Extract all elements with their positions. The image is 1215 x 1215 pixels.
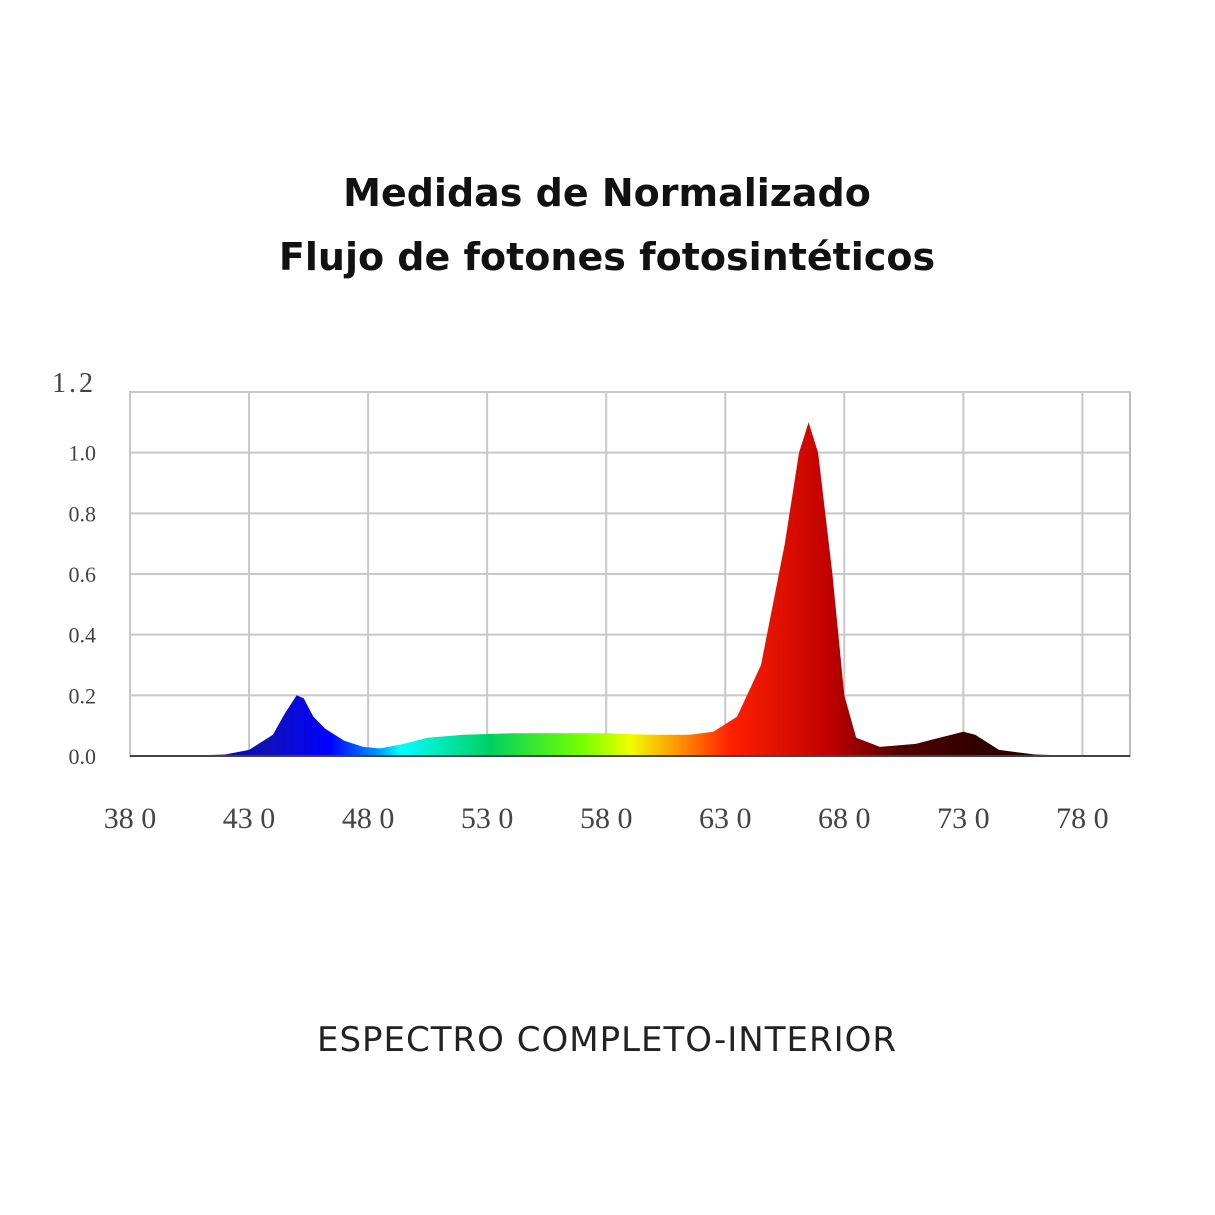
y-tick-label: 0.6: [69, 562, 97, 587]
y-tick-label: 0.4: [69, 623, 97, 648]
x-tick-label: 58 0: [580, 802, 633, 835]
y-tick-label: 1.0: [69, 441, 97, 466]
x-tick-label: 43 0: [223, 802, 276, 835]
y-tick-label: 1.2: [52, 368, 96, 399]
chart-title: Flujo de fotones fotosintéticos: [279, 235, 935, 279]
y-tick-label: 0.8: [69, 501, 97, 526]
y-tick-label: 0.2: [69, 683, 97, 708]
x-tick-label: 73 0: [937, 802, 990, 835]
x-tick-label: 53 0: [461, 802, 514, 835]
x-tick-label: 48 0: [342, 802, 395, 835]
spectrum-area: [130, 422, 1130, 756]
chart-title: Medidas de Normalizado: [343, 171, 871, 215]
x-tick-label: 38 0: [104, 802, 157, 835]
x-tick-label: 78 0: [1056, 802, 1109, 835]
y-tick-label: 0.0: [69, 744, 97, 769]
x-tick-label: 63 0: [699, 802, 752, 835]
chart-subtitle: ESPECTRO COMPLETO-INTERIOR: [317, 1020, 897, 1060]
x-tick-label: 68 0: [818, 802, 871, 835]
